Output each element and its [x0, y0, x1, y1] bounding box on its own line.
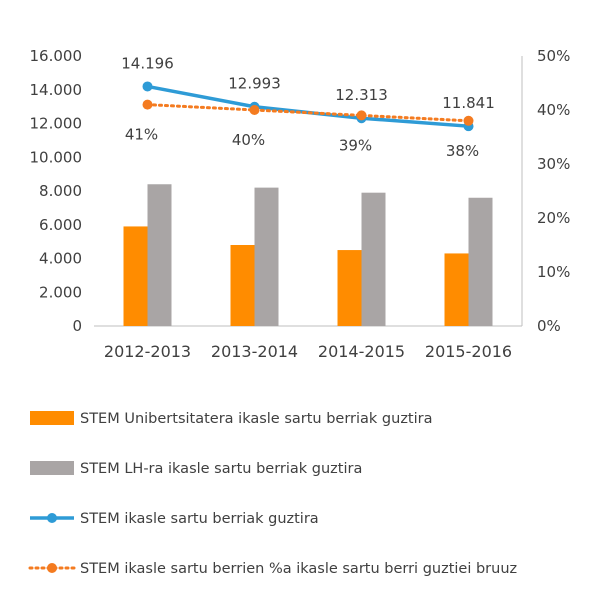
y-left-tick-label: 4.000 [39, 250, 82, 268]
line-percent [146, 103, 470, 123]
line-total-data-label: 12.993 [228, 75, 281, 93]
line-percent-point-4 [463, 115, 474, 126]
line-percent-data-label: 38% [446, 142, 479, 160]
bar-unibertsitatea-2 [230, 245, 255, 326]
line-percent-data-label: 40% [232, 131, 265, 149]
legend-label-3: STEM ikasle sartu berriak guztira [80, 511, 319, 527]
line-total-data-label: 12.313 [335, 86, 388, 104]
line-percent-point-1 [142, 99, 153, 110]
legend-swatch-2 [30, 461, 74, 475]
legend-marker-4 [47, 563, 57, 573]
y-left-tick-label: 8.000 [39, 182, 82, 200]
bar-unibertsitatea-1 [123, 226, 148, 326]
bar-lh-2 [254, 187, 279, 326]
line-percent-data-label: 39% [339, 136, 372, 154]
legend-label-1: STEM Unibertsitatera ikasle sartu berria… [80, 411, 433, 427]
x-tick-label: 2014-2015 [318, 342, 405, 361]
y-right-tick-label: 50% [537, 47, 570, 65]
y-right-tick-label: 0% [537, 317, 561, 335]
y-right-tick-label: 30% [537, 155, 570, 173]
x-tick-label: 2012-2013 [104, 342, 191, 361]
y-right-tick-label: 40% [537, 101, 570, 119]
line-percent-point-2 [249, 105, 260, 115]
legend-label-2: STEM LH-ra ikasle sartu berriak guztira [80, 461, 362, 477]
y-right-tick-label: 10% [537, 263, 570, 281]
line-percent-data-label: 41% [125, 126, 158, 144]
legend-label-4: STEM ikasle sartu berrien %a ikasle sart… [80, 561, 517, 577]
y-left-tick-label: 2.000 [39, 283, 82, 301]
line-total-data-label: 11.841 [442, 94, 495, 112]
bar-unibertsitatea-3 [337, 250, 362, 326]
y-left-tick-label: 6.000 [39, 216, 82, 234]
bar-unibertsitatea-4 [444, 253, 469, 326]
y-left-tick-label: 0 [72, 317, 82, 335]
y-left-tick-label: 16.000 [30, 47, 83, 65]
legend-marker-3 [47, 513, 57, 523]
legend-swatch-1 [30, 411, 74, 425]
line-percent-point-3 [356, 110, 367, 121]
y-right-tick-label: 20% [537, 209, 570, 227]
y-left-tick-label: 10.000 [30, 148, 83, 166]
bar-lh-1 [147, 184, 172, 326]
x-tick-label: 2015-2016 [425, 342, 512, 361]
bar-lh-3 [361, 192, 386, 326]
bar-lh-4 [468, 197, 493, 326]
y-left-tick-label: 14.000 [30, 81, 83, 99]
y-left-tick-label: 12.000 [30, 115, 83, 133]
line-total-point-1 [142, 81, 153, 92]
x-tick-label: 2013-2014 [211, 342, 298, 361]
line-total-data-label: 14.196 [121, 54, 174, 72]
